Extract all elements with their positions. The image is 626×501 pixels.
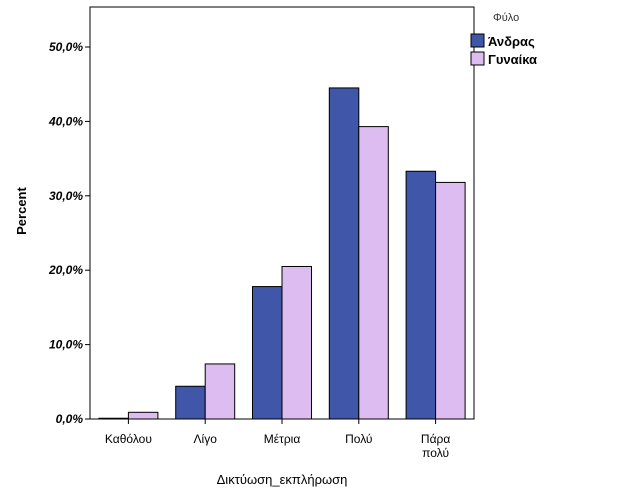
y-tick-label: 20,0% [48,263,83,277]
y-tick-label: 30,0% [49,189,83,203]
x-axis: Καθόλου Λίγο Μέτρια Πολύ Πάρα πολύ [105,419,450,460]
y-axis-title: Percent [14,186,29,234]
bar-series2 [204,363,236,420]
bars [98,87,466,420]
legend-swatch [470,33,485,48]
y-axis: 0,0% 10,0% 20,0% 30,0% 40,0% 50,0% [48,40,90,426]
bar-series1 [175,385,206,420]
legend-swatch [470,51,485,66]
x-tick-label: Πολύ [345,432,372,446]
x-tick-label: Μέτρια [264,432,301,446]
bar-series1 [328,87,360,420]
legend-title: Φύλο [493,12,519,24]
bar-series2 [358,126,389,420]
bar-series1 [98,417,129,420]
y-tick-label: 10,0% [49,338,83,352]
bar-series1 [252,286,283,420]
x-tick-label: Πάρα πολύ [421,432,450,460]
legend: Φύλο Άνδρας Γυναίκα [470,12,537,67]
legend-label: Άνδρας [488,34,535,49]
y-tick-label: 40,0% [48,114,83,128]
bar-series2 [127,411,159,420]
bar-series2 [435,181,466,420]
bar-series2 [281,265,312,420]
bar-series1 [405,170,437,420]
x-tick-label: Καθόλου [105,432,152,446]
y-tick-label: 0,0% [56,412,84,426]
x-axis-title: Δικτύωση_εκπλήρωση [217,472,348,487]
x-tick-label: Λίγο [194,432,218,446]
y-tick-label: 50,0% [49,40,83,54]
legend-label: Γυναίκα [488,52,537,67]
